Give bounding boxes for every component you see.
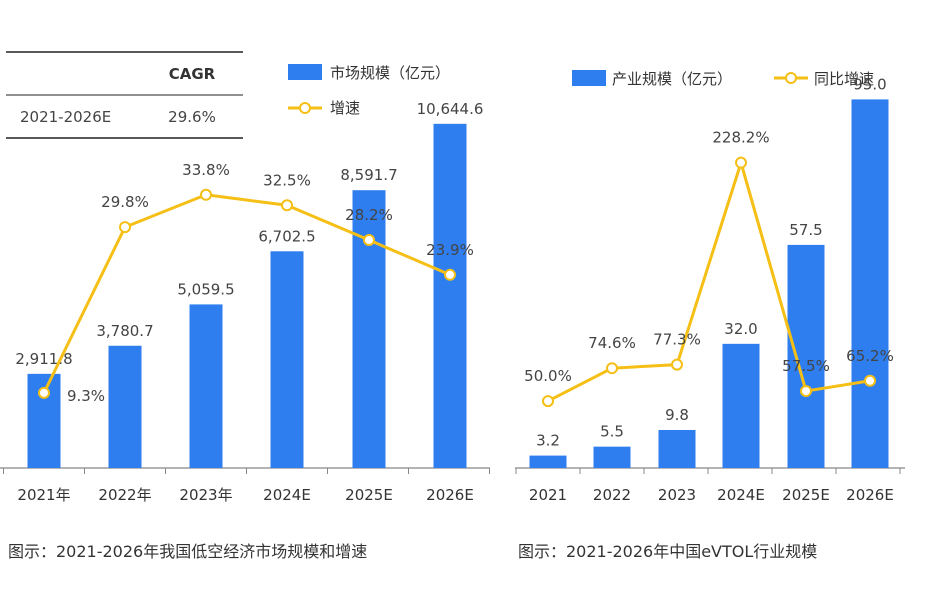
growth-point bbox=[38, 386, 50, 399]
bar-value-label: 6,702.5 bbox=[258, 227, 315, 245]
bar-value-label: 3.2 bbox=[536, 432, 560, 450]
x-tick-label: 2024E bbox=[717, 486, 765, 504]
growth-value-label: 28.2% bbox=[345, 206, 393, 224]
bar bbox=[270, 251, 304, 468]
growth-point bbox=[200, 188, 212, 201]
growth-value-label: 65.2% bbox=[846, 347, 894, 365]
bar bbox=[722, 343, 760, 468]
bar bbox=[108, 345, 142, 468]
bar bbox=[189, 304, 223, 468]
growth-point bbox=[671, 358, 683, 371]
left-chart: 2,911.82021年3,780.72022年5,059.52023年6,70… bbox=[0, 100, 490, 504]
bar-value-label: 95.0 bbox=[853, 75, 886, 93]
growth-value-label: 29.8% bbox=[101, 193, 149, 211]
bar bbox=[593, 446, 631, 468]
cagr-table: CAGR 2021-2026E 29.6% bbox=[6, 51, 243, 139]
left-chart-caption: 图示：2021-2026年我国低空经济市场规模和增速 bbox=[8, 542, 367, 561]
growth-point bbox=[363, 234, 375, 247]
x-tick-label: 2022年 bbox=[98, 486, 151, 504]
bar bbox=[787, 244, 825, 468]
bar-value-label: 5.5 bbox=[600, 423, 624, 441]
legend-line-marker bbox=[785, 72, 797, 84]
growth-value-label: 50.0% bbox=[524, 367, 572, 385]
growth-point bbox=[606, 362, 618, 375]
x-tick-label: 2022 bbox=[593, 486, 631, 504]
x-tick-label: 2023年 bbox=[179, 486, 232, 504]
growth-value-label: 23.9% bbox=[426, 241, 474, 259]
growth-point bbox=[119, 221, 131, 234]
bar-value-label: 57.5 bbox=[789, 221, 822, 239]
legend-bar-label: 产业规模（亿元） bbox=[612, 70, 732, 88]
legend-line-label: 同比增速 bbox=[814, 70, 874, 88]
bar bbox=[529, 455, 567, 468]
bar-value-label: 5,059.5 bbox=[177, 280, 234, 298]
cagr-value: 29.6% bbox=[168, 108, 216, 126]
left-legend: 市场规模（亿元） 增速 bbox=[288, 64, 450, 117]
legend-bar-swatch bbox=[572, 70, 606, 86]
bar-value-label: 8,591.7 bbox=[340, 166, 397, 184]
growth-point bbox=[281, 199, 293, 212]
growth-value-label: 228.2% bbox=[712, 129, 769, 147]
growth-value-label: 57.5% bbox=[782, 357, 830, 375]
right-legend: 产业规模（亿元） 同比增速 bbox=[572, 70, 874, 88]
legend-bar-label: 市场规模（亿元） bbox=[330, 64, 450, 82]
x-tick-label: 2025E bbox=[782, 486, 830, 504]
growth-value-label: 77.3% bbox=[653, 331, 701, 349]
growth-value-label: 33.8% bbox=[182, 161, 230, 179]
growth-point bbox=[444, 268, 456, 281]
growth-point bbox=[542, 395, 554, 408]
bar-value-label: 3,780.7 bbox=[96, 322, 153, 340]
growth-line bbox=[42, 193, 451, 394]
bar bbox=[658, 429, 696, 468]
legend-line-label: 增速 bbox=[330, 99, 360, 117]
growth-value-label: 74.6% bbox=[588, 334, 636, 352]
right-chart-caption: 图示：2021-2026年中国eVTOL行业规模 bbox=[518, 542, 817, 561]
x-tick-label: 2021年 bbox=[17, 486, 70, 504]
bar bbox=[352, 190, 386, 468]
x-tick-label: 2023 bbox=[658, 486, 696, 504]
x-tick-label: 2021 bbox=[529, 486, 567, 504]
bar bbox=[433, 123, 467, 469]
growth-point bbox=[735, 156, 747, 169]
x-tick-label: 2026E bbox=[426, 486, 474, 504]
right-chart: 3.2 2021 5.5 2022 9.8 2023 32.0 2024E 57.5 2025E 9… bbox=[515, 75, 905, 504]
x-tick-label: 2024E bbox=[263, 486, 311, 504]
cagr-period: 2021-2026E bbox=[20, 108, 111, 126]
legend-line-marker bbox=[299, 102, 311, 114]
growth-value-label: 32.5% bbox=[263, 171, 311, 189]
x-tick-label: 2025E bbox=[345, 486, 393, 504]
cagr-header: CAGR bbox=[169, 65, 216, 83]
legend-bar-swatch bbox=[288, 64, 322, 80]
growth-value-label: 9.3% bbox=[67, 387, 105, 405]
bar-value-label: 10,644.6 bbox=[417, 100, 484, 118]
bar bbox=[851, 99, 889, 469]
growth-line bbox=[547, 161, 871, 403]
growth-point bbox=[800, 385, 812, 398]
bar-value-label: 9.8 bbox=[665, 406, 689, 424]
bar-value-label: 32.0 bbox=[724, 320, 757, 338]
growth-point bbox=[864, 374, 876, 387]
x-tick-label: 2026E bbox=[846, 486, 894, 504]
